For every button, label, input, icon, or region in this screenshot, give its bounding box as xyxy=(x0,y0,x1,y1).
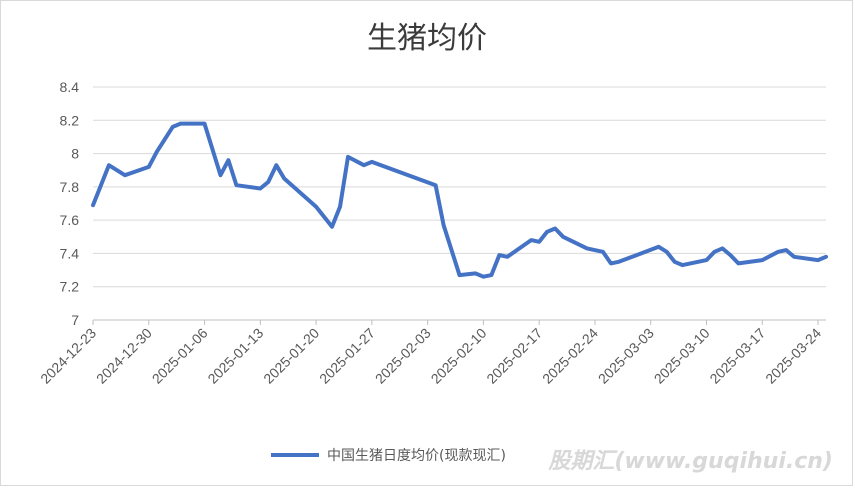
data-point xyxy=(793,256,795,258)
data-point xyxy=(737,262,739,264)
data-point xyxy=(259,188,261,189)
data-point xyxy=(443,224,445,226)
data-point xyxy=(530,239,532,241)
chart-title: 生猪均价 xyxy=(367,21,487,56)
y-tick-label: 7.8 xyxy=(60,179,80,195)
data-point xyxy=(347,156,349,158)
data-point xyxy=(610,262,612,264)
y-tick-label: 7 xyxy=(71,312,79,328)
data-point xyxy=(363,164,365,166)
data-point xyxy=(275,164,277,166)
data-point xyxy=(706,259,707,261)
data-point xyxy=(482,276,484,278)
x-tick-label: 2025-02-24 xyxy=(539,325,601,387)
data-point xyxy=(546,231,548,233)
x-tick-label: 2025-01-27 xyxy=(316,325,378,387)
data-point xyxy=(777,251,779,253)
x-tick-label: 2025-01-06 xyxy=(149,325,211,387)
data-point xyxy=(474,272,476,274)
data-point xyxy=(435,184,437,186)
data-point xyxy=(267,181,269,183)
data-point xyxy=(227,159,229,161)
x-tick-label: 2025-02-17 xyxy=(483,325,545,387)
data-point xyxy=(235,184,237,186)
data-point xyxy=(714,251,715,253)
data-point xyxy=(156,151,158,153)
data-point xyxy=(498,254,500,256)
data-point xyxy=(315,206,317,208)
data-point xyxy=(108,164,110,166)
data-point xyxy=(825,256,827,258)
data-point xyxy=(785,249,787,251)
data-point xyxy=(172,126,174,128)
legend-label: 中国生猪日度均价(现款现汇) xyxy=(327,448,506,464)
x-tick-label: 2025-01-13 xyxy=(204,325,266,387)
watermark: 股期汇(www.guqihui.cn) xyxy=(547,449,833,474)
x-tick-label: 2024-12-30 xyxy=(93,325,155,387)
data-point xyxy=(562,236,564,238)
x-tick-label: 2025-02-03 xyxy=(372,325,434,387)
y-tick-label: 8.2 xyxy=(60,112,80,128)
x-tick-label: 2025-01-20 xyxy=(260,325,322,387)
data-point xyxy=(817,259,819,261)
data-point xyxy=(148,166,150,168)
y-tick-label: 8 xyxy=(71,146,79,162)
y-tick-label: 7.4 xyxy=(60,245,80,261)
x-tick-label: 2024-12-23 xyxy=(37,325,99,387)
data-point xyxy=(506,256,508,258)
x-axis-ticks: 2024-12-232024-12-302025-01-062025-01-13… xyxy=(37,320,824,387)
data-point xyxy=(618,261,620,263)
data-point xyxy=(761,259,763,261)
data-point xyxy=(124,174,126,176)
data-point xyxy=(666,251,668,253)
data-point xyxy=(339,206,341,208)
data-point xyxy=(204,123,205,125)
data-point xyxy=(682,264,684,266)
data-point xyxy=(538,241,540,243)
series-group xyxy=(91,121,828,279)
data-point xyxy=(459,274,460,276)
data-point xyxy=(658,246,660,248)
y-tick-label: 8.4 xyxy=(60,79,80,95)
x-tick-label: 2025-03-17 xyxy=(706,325,768,387)
y-axis-ticks: 7 7.2 7.4 7.6 7.8 8 8.2 8.4 xyxy=(60,79,80,328)
data-point xyxy=(331,226,333,228)
x-tick-label: 2025-03-10 xyxy=(651,325,713,387)
data-point xyxy=(586,247,588,249)
data-point xyxy=(220,174,221,176)
data-point xyxy=(602,251,604,253)
grid-lines xyxy=(93,86,826,288)
x-tick-label: 2025-03-03 xyxy=(595,325,657,387)
data-point xyxy=(490,274,492,276)
data-point xyxy=(729,254,731,256)
data-point xyxy=(92,204,94,206)
data-point xyxy=(371,161,373,163)
x-tick-label: 2025-03-24 xyxy=(762,325,824,387)
legend: 中国生猪日度均价(现款现汇) xyxy=(271,448,506,464)
x-tick-label: 2025-02-10 xyxy=(428,325,490,387)
data-point xyxy=(283,178,285,179)
y-tick-label: 7.6 xyxy=(60,212,80,228)
data-point xyxy=(674,261,676,263)
y-tick-label: 7.2 xyxy=(60,279,80,295)
data-point xyxy=(721,247,723,249)
data-point xyxy=(180,123,182,125)
data-point xyxy=(554,228,556,229)
